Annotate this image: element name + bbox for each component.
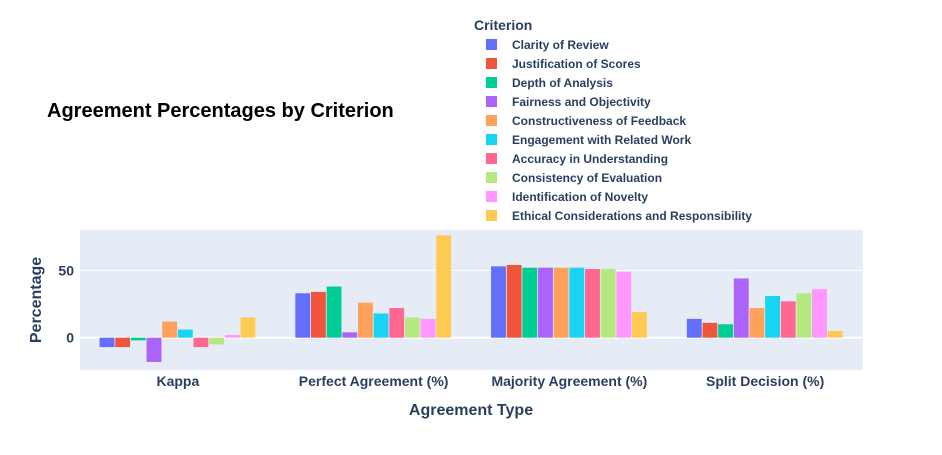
- bar: [733, 278, 749, 338]
- bar: [99, 337, 115, 348]
- bar: [522, 267, 538, 338]
- bar: [796, 293, 812, 338]
- legend-entry: Engagement with Related Work: [512, 133, 691, 147]
- bar: [193, 337, 209, 348]
- bar: [765, 295, 780, 338]
- legend-entry: Depth of Analysis: [512, 76, 613, 90]
- legend-swatch: [486, 96, 497, 107]
- x-tick-label: Majority Agreement (%): [491, 373, 647, 389]
- bar: [553, 267, 569, 338]
- bar: [702, 322, 718, 338]
- legend-swatch: [486, 172, 497, 183]
- bar: [506, 265, 522, 338]
- bar: [491, 266, 506, 338]
- y-axis-title: Percentage: [28, 257, 45, 343]
- x-tick-label: Kappa: [156, 373, 199, 389]
- legend-entry: Justification of Scores: [512, 57, 641, 71]
- plot-area: [80, 230, 863, 370]
- legend-swatch: [486, 77, 497, 88]
- bar: [600, 269, 616, 338]
- bars: [99, 235, 843, 362]
- legend-swatch: [486, 39, 497, 50]
- bar: [404, 317, 420, 338]
- bar: [632, 312, 647, 338]
- bar: [569, 267, 585, 338]
- bar: [357, 302, 373, 338]
- bar: [616, 271, 632, 338]
- legend-swatch: [486, 58, 497, 69]
- bar: [115, 337, 131, 348]
- bar: [209, 337, 225, 345]
- bar: [295, 293, 311, 338]
- legend-entry: Consistency of Evaluation: [512, 171, 662, 185]
- bar: [146, 337, 162, 362]
- bar: [436, 235, 452, 338]
- legend-entry: Accuracy in Understanding: [512, 152, 668, 166]
- bar: [326, 286, 342, 338]
- bar: [177, 329, 193, 338]
- bar: [538, 267, 553, 338]
- bar: [812, 289, 827, 338]
- x-axis-title: Agreement Type: [409, 402, 533, 419]
- bar: [240, 317, 256, 338]
- bar: [389, 308, 405, 338]
- bar: [130, 337, 146, 341]
- bar: [224, 335, 240, 338]
- y-tick-label: 0: [66, 330, 74, 346]
- bar: [780, 301, 796, 338]
- bar: [420, 318, 436, 338]
- chart-title: Agreement Percentages by Criterion: [47, 100, 394, 122]
- legend-swatch: [486, 153, 497, 164]
- bar: [310, 291, 326, 338]
- bar: [718, 324, 734, 338]
- legend-entry: Clarity of Review: [512, 38, 609, 52]
- legend-entry: Ethical Considerations and Responsibilit…: [512, 209, 752, 223]
- bar: [585, 269, 600, 338]
- x-tick-label: Split Decision (%): [706, 373, 824, 389]
- bar: [686, 318, 702, 338]
- bar: [342, 332, 358, 338]
- legend-entry: Constructiveness of Feedback: [512, 114, 686, 128]
- legend-entry: Fairness and Objectivity: [512, 95, 651, 109]
- bar: [749, 308, 765, 338]
- bar: [162, 321, 178, 338]
- axis-ticks: 0 50 Kappa Perfect Agreement (%) Majority Ag…: [58, 262, 824, 389]
- legend-swatch: [486, 115, 497, 126]
- bar: [827, 330, 843, 338]
- legend-swatch: [486, 134, 497, 145]
- legend-swatch: [486, 191, 497, 202]
- legend: Criterion Clarity of Review Justification…: [474, 17, 752, 223]
- legend-entry: Identification of Novelty: [512, 190, 648, 204]
- legend-title: Criterion: [474, 17, 532, 33]
- legend-swatch: [486, 210, 497, 221]
- y-tick-label: 50: [58, 262, 74, 278]
- x-tick-label: Perfect Agreement (%): [299, 373, 449, 389]
- bar: [373, 313, 389, 338]
